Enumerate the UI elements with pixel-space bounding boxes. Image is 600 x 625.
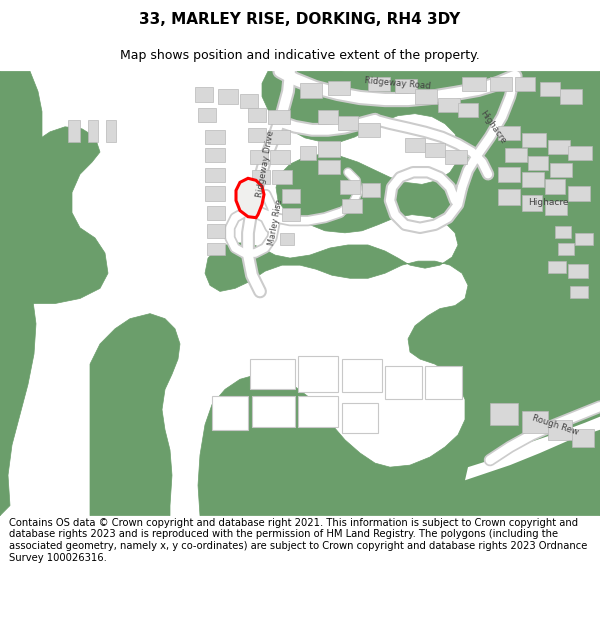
Polygon shape <box>248 107 266 122</box>
Polygon shape <box>548 140 570 154</box>
Polygon shape <box>545 179 565 194</box>
Polygon shape <box>205 186 225 201</box>
Text: Ridgeway Road: Ridgeway Road <box>364 76 431 91</box>
Polygon shape <box>88 120 98 142</box>
Polygon shape <box>498 189 520 204</box>
Polygon shape <box>236 178 264 217</box>
Polygon shape <box>498 168 520 182</box>
Polygon shape <box>540 82 560 96</box>
Polygon shape <box>462 78 486 91</box>
Polygon shape <box>528 156 548 170</box>
Polygon shape <box>395 79 417 94</box>
Polygon shape <box>198 107 216 122</box>
Polygon shape <box>205 168 225 182</box>
Polygon shape <box>362 183 380 198</box>
Polygon shape <box>572 429 594 447</box>
Polygon shape <box>568 186 590 201</box>
Polygon shape <box>205 130 225 144</box>
Polygon shape <box>300 146 316 160</box>
Polygon shape <box>570 286 588 299</box>
Polygon shape <box>300 83 322 98</box>
Polygon shape <box>268 109 290 124</box>
Text: Rough Rew: Rough Rew <box>531 413 579 436</box>
Polygon shape <box>318 160 340 174</box>
Polygon shape <box>560 89 582 104</box>
Polygon shape <box>548 261 566 273</box>
Polygon shape <box>250 150 268 164</box>
Polygon shape <box>545 201 567 214</box>
Polygon shape <box>272 170 292 184</box>
Text: Highacre: Highacre <box>528 198 568 207</box>
Polygon shape <box>250 359 295 389</box>
Polygon shape <box>568 146 592 160</box>
Polygon shape <box>445 150 467 164</box>
Polygon shape <box>490 78 512 91</box>
Polygon shape <box>212 396 248 430</box>
Polygon shape <box>405 138 425 152</box>
Text: 33, MARLEY RISE, DORKING, RH4 3DY: 33, MARLEY RISE, DORKING, RH4 3DY <box>139 12 461 28</box>
Polygon shape <box>280 233 294 245</box>
Polygon shape <box>368 78 390 91</box>
Polygon shape <box>338 116 358 130</box>
Polygon shape <box>575 233 593 245</box>
Polygon shape <box>268 130 290 144</box>
Polygon shape <box>550 163 572 177</box>
Text: Marley Rise: Marley Rise <box>268 199 284 246</box>
Polygon shape <box>198 71 600 516</box>
Text: Map shows position and indicative extent of the property.: Map shows position and indicative extent… <box>120 49 480 62</box>
Polygon shape <box>465 417 600 480</box>
Polygon shape <box>68 120 80 142</box>
Text: Highacre: Highacre <box>478 109 508 145</box>
Polygon shape <box>0 71 42 516</box>
Polygon shape <box>298 356 338 392</box>
Polygon shape <box>498 126 520 140</box>
Polygon shape <box>505 148 527 162</box>
Polygon shape <box>458 102 478 117</box>
Polygon shape <box>282 189 300 202</box>
Polygon shape <box>282 208 300 221</box>
Text: Contains OS data © Crown copyright and database right 2021. This information is : Contains OS data © Crown copyright and d… <box>9 518 587 562</box>
Polygon shape <box>328 81 350 96</box>
Polygon shape <box>342 199 362 212</box>
Polygon shape <box>555 226 571 238</box>
Polygon shape <box>90 314 180 516</box>
Polygon shape <box>425 366 462 399</box>
Polygon shape <box>252 170 270 184</box>
Polygon shape <box>106 120 116 142</box>
Polygon shape <box>415 89 437 104</box>
Polygon shape <box>318 109 338 124</box>
Polygon shape <box>358 122 380 137</box>
Polygon shape <box>342 402 378 432</box>
Polygon shape <box>522 173 544 188</box>
Polygon shape <box>568 264 588 278</box>
Polygon shape <box>522 196 542 211</box>
Polygon shape <box>558 243 574 255</box>
Polygon shape <box>438 98 460 112</box>
Polygon shape <box>490 402 518 425</box>
Polygon shape <box>522 133 546 147</box>
Polygon shape <box>195 88 213 101</box>
Polygon shape <box>298 396 338 427</box>
Polygon shape <box>207 206 225 220</box>
Polygon shape <box>425 143 445 157</box>
Polygon shape <box>515 78 535 91</box>
Polygon shape <box>240 94 258 108</box>
Polygon shape <box>205 148 225 162</box>
Polygon shape <box>318 141 340 157</box>
Text: Ridgeway Drive: Ridgeway Drive <box>254 130 275 198</box>
Polygon shape <box>342 359 382 392</box>
Polygon shape <box>522 411 548 432</box>
Polygon shape <box>248 127 266 142</box>
Polygon shape <box>340 181 360 194</box>
Polygon shape <box>218 89 238 104</box>
Polygon shape <box>207 224 225 238</box>
Polygon shape <box>252 396 295 427</box>
Polygon shape <box>0 127 108 516</box>
Polygon shape <box>548 419 572 440</box>
Polygon shape <box>308 71 370 107</box>
Polygon shape <box>207 243 225 255</box>
Polygon shape <box>385 366 422 399</box>
Polygon shape <box>270 150 290 164</box>
